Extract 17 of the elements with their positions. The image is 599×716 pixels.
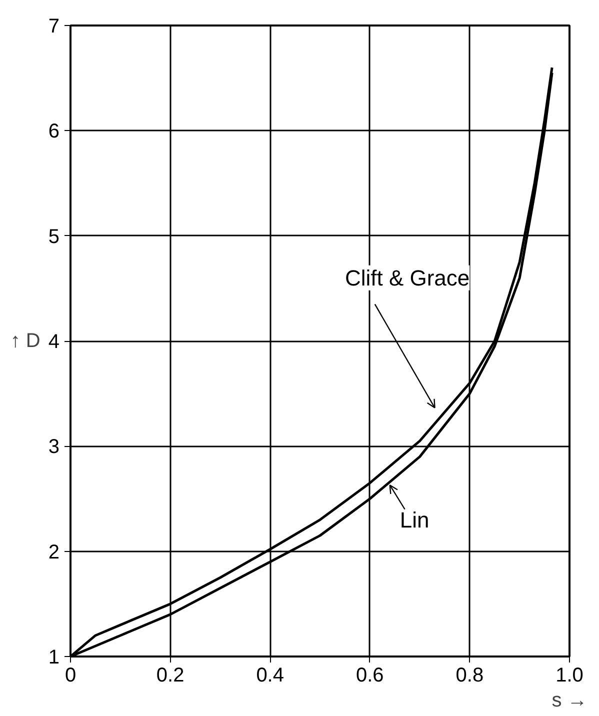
y-tick-label: 7 xyxy=(48,16,60,38)
y-tick-label: 2 xyxy=(48,541,60,564)
x-tick-label: 0.2 xyxy=(156,664,184,686)
x-axis-title: s → xyxy=(552,690,588,712)
x-tick-label: 0 xyxy=(64,664,76,686)
y-tick-label: 4 xyxy=(48,331,60,353)
x-tick-label: 0.6 xyxy=(356,664,384,686)
legend-label: Lin xyxy=(400,507,430,532)
x-tick-label: 0.8 xyxy=(456,664,484,686)
x-tick-label: 1.0 xyxy=(556,664,584,686)
x-tick-label: 0.4 xyxy=(256,664,284,686)
y-tick-label: 5 xyxy=(48,226,60,248)
y-tick-label: 6 xyxy=(48,120,60,143)
y-axis-title: ↑ D xyxy=(10,330,40,352)
series-label: Clift & Grace xyxy=(344,265,470,290)
y-tick-label: 1 xyxy=(48,646,60,668)
y-tick-label: 3 xyxy=(48,436,60,458)
